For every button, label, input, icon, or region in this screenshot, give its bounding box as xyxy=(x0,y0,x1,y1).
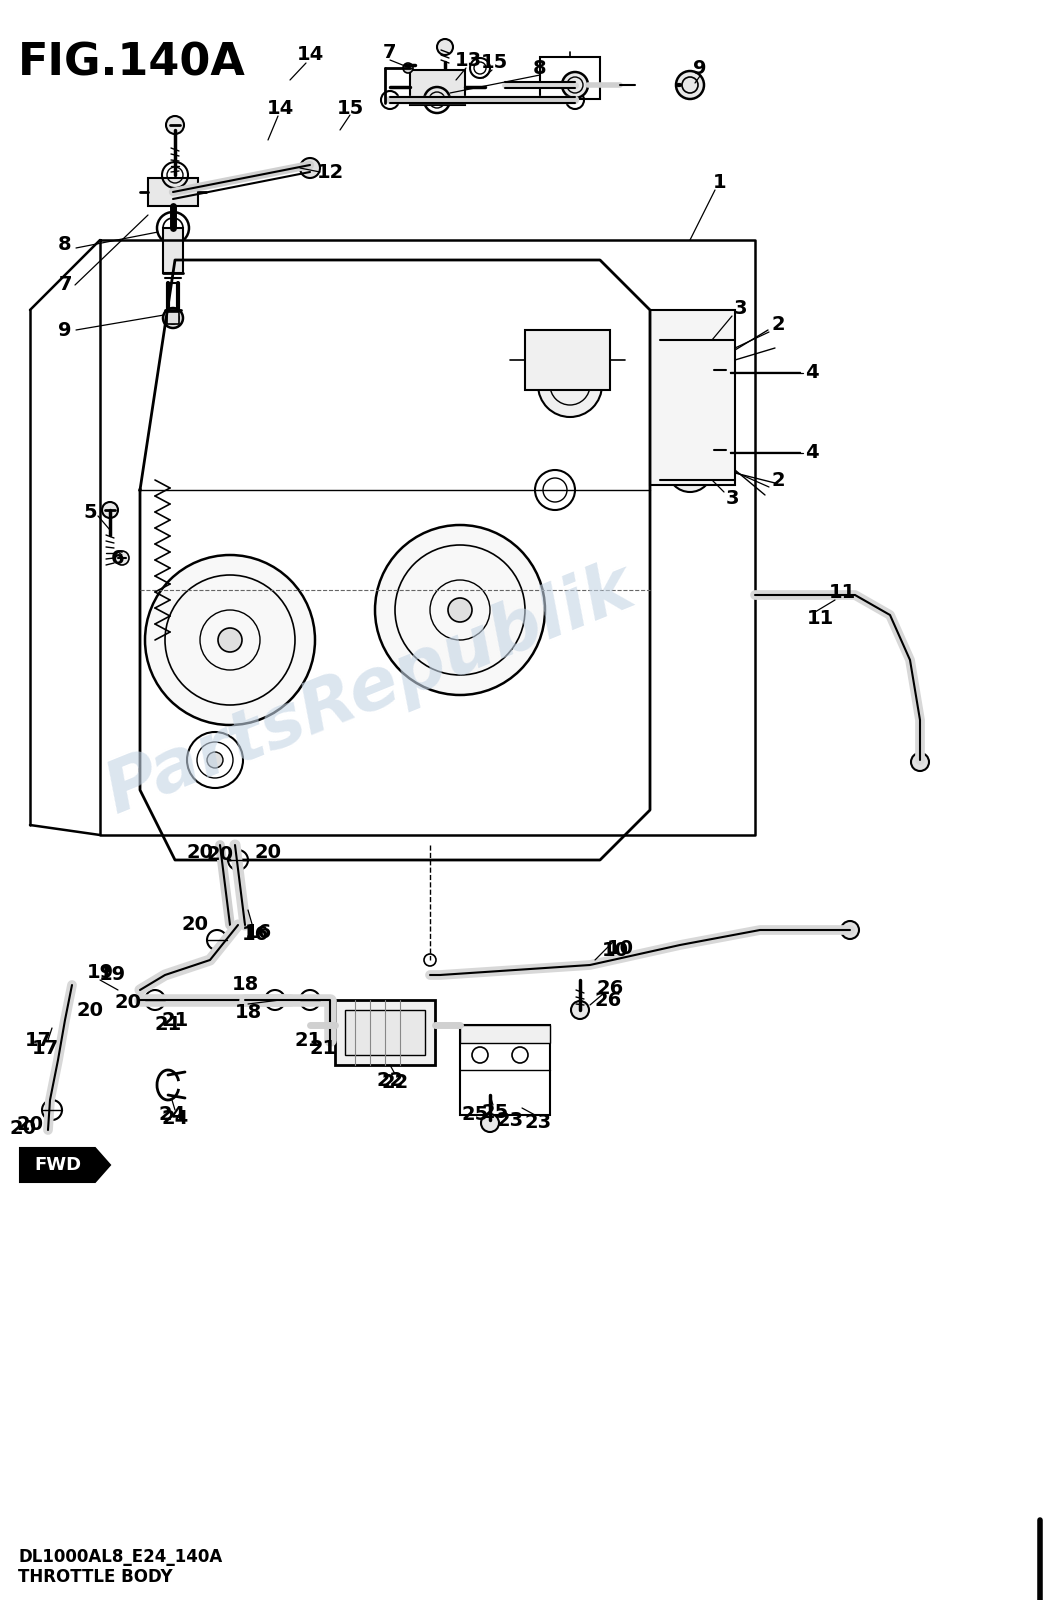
Text: 20: 20 xyxy=(206,845,233,864)
Text: 7: 7 xyxy=(384,43,396,61)
Polygon shape xyxy=(20,1149,110,1182)
Text: 21: 21 xyxy=(294,1030,322,1050)
Text: 20: 20 xyxy=(9,1118,37,1138)
Text: 9: 9 xyxy=(58,320,71,339)
Bar xyxy=(410,70,465,106)
Bar xyxy=(335,1000,435,1066)
Text: FWD: FWD xyxy=(35,1155,82,1174)
Circle shape xyxy=(207,752,223,768)
Text: 19: 19 xyxy=(99,965,125,984)
Text: 11: 11 xyxy=(828,582,856,602)
Text: 15: 15 xyxy=(336,99,364,117)
Text: 26: 26 xyxy=(596,979,623,997)
Text: 21: 21 xyxy=(162,1011,188,1029)
Text: 16: 16 xyxy=(242,925,269,944)
Circle shape xyxy=(145,555,315,725)
Circle shape xyxy=(163,307,183,328)
Text: 20: 20 xyxy=(186,843,213,861)
Text: 13: 13 xyxy=(454,51,481,69)
Text: 6: 6 xyxy=(111,549,125,568)
Text: 20: 20 xyxy=(182,915,208,934)
Text: PartsRepublik: PartsRepublik xyxy=(96,552,644,827)
Bar xyxy=(650,310,735,485)
Text: 10: 10 xyxy=(601,941,628,960)
Text: 21: 21 xyxy=(309,1038,336,1058)
Circle shape xyxy=(437,38,453,54)
Text: 4: 4 xyxy=(805,363,819,382)
Text: 24: 24 xyxy=(159,1106,186,1125)
Circle shape xyxy=(115,550,129,565)
Text: 24: 24 xyxy=(162,1109,188,1128)
Circle shape xyxy=(538,354,602,418)
Text: 15: 15 xyxy=(480,53,508,72)
Circle shape xyxy=(668,448,712,493)
Text: THROTTLE BODY: THROTTLE BODY xyxy=(18,1568,172,1586)
Circle shape xyxy=(841,922,859,939)
Text: 10: 10 xyxy=(606,939,634,957)
Circle shape xyxy=(710,442,729,459)
Bar xyxy=(460,1026,550,1115)
Circle shape xyxy=(710,362,729,379)
Text: 11: 11 xyxy=(806,608,833,627)
Text: 17: 17 xyxy=(32,1038,59,1058)
Circle shape xyxy=(375,525,545,694)
Text: 1: 1 xyxy=(714,173,727,192)
Circle shape xyxy=(300,158,320,178)
Circle shape xyxy=(403,62,413,74)
Text: 18: 18 xyxy=(234,1003,262,1021)
Text: 22: 22 xyxy=(382,1072,409,1091)
Text: DL1000AL8_E24_140A: DL1000AL8_E24_140A xyxy=(18,1549,222,1566)
Text: 3: 3 xyxy=(725,488,739,507)
Text: 9: 9 xyxy=(694,59,706,77)
Text: 20: 20 xyxy=(17,1115,43,1134)
Text: 8: 8 xyxy=(58,235,71,254)
Text: 14: 14 xyxy=(296,45,324,64)
Bar xyxy=(163,227,183,274)
Circle shape xyxy=(676,70,704,99)
Text: 17: 17 xyxy=(24,1030,51,1050)
Bar xyxy=(540,58,600,99)
Text: 14: 14 xyxy=(266,99,293,117)
Text: 21: 21 xyxy=(154,1016,182,1035)
Circle shape xyxy=(481,1114,499,1133)
Text: 20: 20 xyxy=(254,843,282,861)
Text: 20: 20 xyxy=(115,992,142,1011)
Text: 2: 2 xyxy=(771,315,785,334)
Text: 23: 23 xyxy=(496,1110,523,1130)
Text: 8: 8 xyxy=(533,59,547,77)
Text: 20: 20 xyxy=(77,1000,103,1019)
Circle shape xyxy=(166,117,184,134)
Bar xyxy=(460,1026,550,1043)
Text: 7: 7 xyxy=(58,275,71,294)
Circle shape xyxy=(424,954,436,966)
Circle shape xyxy=(102,502,118,518)
Text: FIG.140A: FIG.140A xyxy=(18,42,246,85)
Text: 3: 3 xyxy=(734,299,747,317)
Text: 2: 2 xyxy=(771,470,785,490)
Bar xyxy=(345,1010,425,1054)
Circle shape xyxy=(448,598,472,622)
Text: 25: 25 xyxy=(481,1102,509,1122)
Circle shape xyxy=(218,627,242,653)
Text: 12: 12 xyxy=(316,163,344,181)
Text: 23: 23 xyxy=(524,1112,552,1131)
Text: 25: 25 xyxy=(461,1106,489,1125)
Circle shape xyxy=(668,328,712,371)
Bar xyxy=(526,330,610,390)
Text: 22: 22 xyxy=(376,1070,404,1090)
Circle shape xyxy=(571,1002,589,1019)
Text: 16: 16 xyxy=(245,923,271,941)
Text: 26: 26 xyxy=(595,990,621,1010)
Bar xyxy=(167,312,179,323)
Bar xyxy=(148,178,198,206)
Circle shape xyxy=(562,72,588,98)
Text: 4: 4 xyxy=(805,443,819,462)
Text: 18: 18 xyxy=(231,976,259,995)
Text: 19: 19 xyxy=(86,963,114,981)
Circle shape xyxy=(911,754,929,771)
Text: 5: 5 xyxy=(83,502,97,522)
